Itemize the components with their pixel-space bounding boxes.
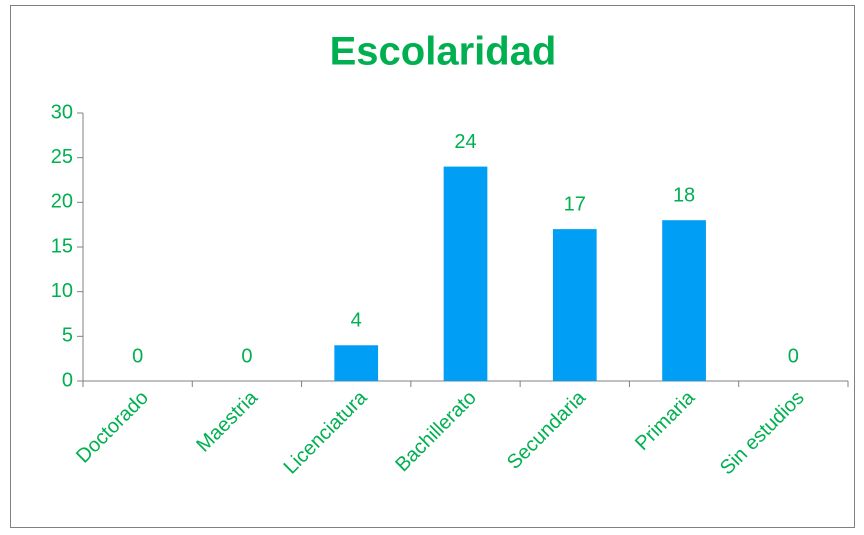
y-tick-label: 30 [51,101,73,123]
data-label: 0 [132,345,143,367]
data-label: 4 [351,310,362,332]
y-tick-label: 5 [62,325,73,347]
chart-border [10,5,855,528]
chart-title: Escolaridad [330,30,557,74]
y-tick-label: 15 [51,235,73,257]
y-tick-label: 0 [62,369,73,391]
y-tick-label: 20 [51,191,73,213]
y-tick-label: 10 [51,280,73,302]
data-label: 18 [673,184,695,206]
data-label: 0 [241,345,252,367]
bar [662,220,706,381]
data-label: 24 [454,131,476,153]
y-tick-label: 25 [51,146,73,168]
data-label: 17 [564,193,586,215]
bar [552,229,597,381]
bar [334,345,379,381]
bar [443,166,488,381]
data-label: 0 [788,345,799,367]
